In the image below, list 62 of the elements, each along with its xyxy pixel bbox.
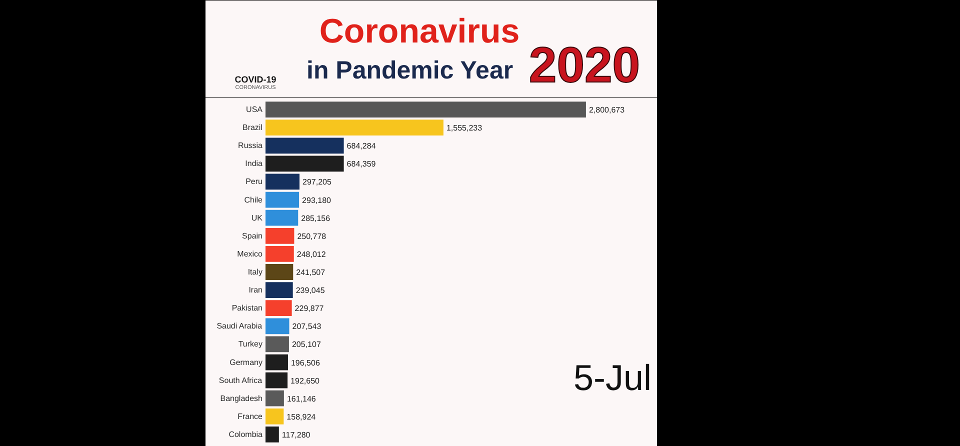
y-tick-label: Germany (230, 358, 263, 367)
y-tick-label: Peru (246, 177, 263, 186)
y-tick-label: Italy (248, 268, 262, 276)
data-label: 241,507 (296, 268, 326, 277)
bar (266, 210, 298, 226)
bar (266, 174, 300, 190)
bar (266, 264, 294, 280)
text: 2020 (528, 37, 640, 93)
bar (266, 372, 288, 388)
y-tick-label: France (238, 412, 264, 421)
chart-title: Coronavirus (319, 12, 520, 50)
bar (266, 300, 292, 316)
data-label: 229,877 (294, 304, 324, 314)
bar (266, 138, 344, 154)
data-label: 205,107 (292, 340, 322, 350)
y-tick-label: Russia (238, 141, 264, 150)
bar (266, 390, 284, 406)
bar (266, 156, 344, 172)
data-label: 239,045 (296, 286, 326, 296)
data-label: 192,650 (290, 376, 320, 386)
y-tick-label: UK (251, 213, 264, 222)
chart-subtitle: in Pandemic Year (306, 56, 514, 84)
y-tick-label: Turkey (238, 340, 263, 349)
bar (266, 336, 289, 352)
bar (266, 246, 294, 262)
y-tick-label: USA (246, 105, 264, 114)
y-tick-label: Colombia (228, 430, 264, 439)
bar (266, 354, 288, 370)
bar (266, 318, 290, 334)
y-tick-label: Iran (248, 286, 263, 295)
bar (266, 408, 284, 424)
bar (266, 228, 294, 244)
data-label: 297,205 (302, 178, 332, 187)
data-label: 684,359 (346, 160, 376, 169)
bar (266, 282, 293, 298)
data-label: 293,180 (302, 196, 332, 205)
annotation: 5-Jul (573, 357, 652, 398)
data-label: 250,778 (297, 232, 327, 241)
data-label: 248,012 (296, 250, 326, 259)
y-tick-label: Saudi Arabia (216, 322, 263, 331)
data-label: 684,284 (346, 142, 376, 151)
y-tick-label: Mexico (237, 249, 264, 258)
bar (266, 192, 300, 208)
bar (266, 426, 279, 442)
y-tick-label: Spain (242, 231, 263, 240)
data-label: 196,506 (290, 358, 320, 368)
y-tick-label: India (245, 159, 264, 168)
y-tick-label: South Africa (218, 376, 263, 385)
data-label: 285,156 (301, 214, 331, 223)
data-label: 1,555,233 (446, 124, 483, 133)
data-label: 207,543 (292, 322, 322, 332)
y-tick-label: Brazil (242, 123, 263, 132)
y-tick-label: Pakistan (232, 304, 263, 313)
y-tick-label: Chile (244, 195, 264, 204)
bar (266, 102, 586, 118)
text: COVID-19 (234, 74, 276, 84)
y-tick-label: Bangladesh (220, 394, 263, 403)
data-label: 161,146 (286, 394, 316, 404)
data-label: 2,800,673 (588, 106, 626, 115)
data-label: 117,280 (282, 430, 311, 440)
data-label: 158,924 (286, 412, 316, 422)
bar (266, 120, 444, 136)
